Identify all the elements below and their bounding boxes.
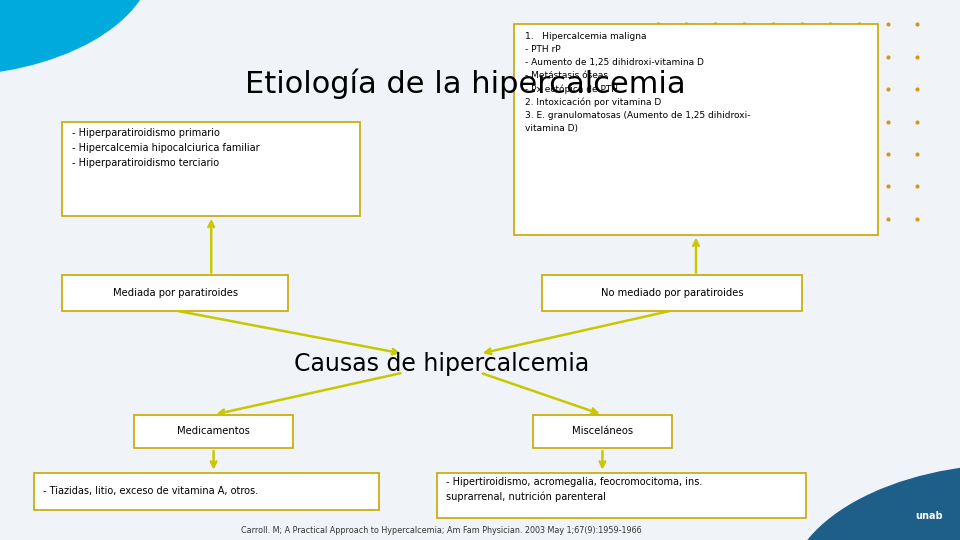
Circle shape (0, 0, 154, 76)
Text: Misceláneos: Misceláneos (572, 427, 633, 436)
Text: 1.   Hipercalcemia maligna
- PTH rP
- Aumento de 1,25 dihidroxi-vitamina D
- Met: 1. Hipercalcemia maligna - PTH rP - Aume… (525, 32, 751, 133)
Text: - Hipertiroidismo, acromegalia, feocromocitoma, ins.
suprarrenal, nutrición pare: - Hipertiroidismo, acromegalia, feocromo… (446, 477, 703, 502)
Circle shape (787, 464, 960, 540)
FancyBboxPatch shape (514, 24, 878, 235)
Text: Carroll. M; A Practical Approach to Hypercalcemia; Am Fam Physician. 2003 May 1;: Carroll. M; A Practical Approach to Hype… (241, 525, 642, 535)
FancyBboxPatch shape (62, 275, 288, 310)
FancyBboxPatch shape (62, 122, 360, 216)
Text: Etiología de la hipercalcemia: Etiología de la hipercalcemia (245, 69, 685, 99)
Text: Causas de hipercalcemia: Causas de hipercalcemia (294, 353, 589, 376)
FancyBboxPatch shape (437, 472, 806, 518)
FancyBboxPatch shape (533, 415, 672, 448)
FancyBboxPatch shape (134, 415, 293, 448)
FancyBboxPatch shape (34, 472, 379, 510)
FancyBboxPatch shape (542, 275, 802, 310)
Text: Medicamentos: Medicamentos (178, 427, 250, 436)
Text: No mediado por paratiroides: No mediado por paratiroides (601, 288, 743, 298)
Text: unab: unab (916, 511, 943, 521)
Text: - Hiperparatiroidismo primario
- Hipercalcemia hipocalciurica familiar
- Hiperpa: - Hiperparatiroidismo primario - Hiperca… (72, 128, 259, 167)
Text: Mediada por paratiroides: Mediada por paratiroides (112, 288, 238, 298)
Text: - Tiazidas, litio, exceso de vitamina A, otros.: - Tiazidas, litio, exceso de vitamina A,… (43, 487, 258, 496)
